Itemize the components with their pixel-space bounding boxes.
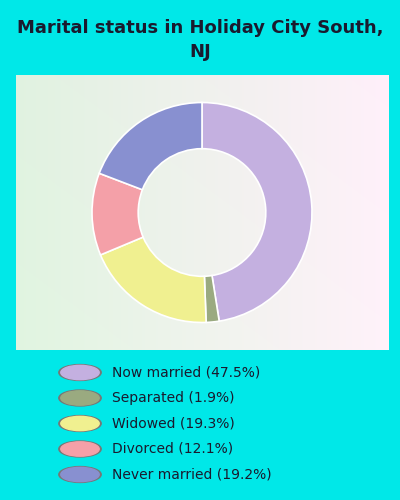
Wedge shape <box>204 276 219 322</box>
Circle shape <box>59 441 101 457</box>
Wedge shape <box>99 102 202 190</box>
Wedge shape <box>100 237 206 322</box>
Circle shape <box>61 468 99 481</box>
Circle shape <box>59 466 101 482</box>
Wedge shape <box>202 102 312 321</box>
Text: Divorced (12.1%): Divorced (12.1%) <box>112 442 233 456</box>
Circle shape <box>61 416 99 430</box>
Text: Separated (1.9%): Separated (1.9%) <box>112 391 234 405</box>
Text: Never married (19.2%): Never married (19.2%) <box>112 468 272 481</box>
Text: Marital status in Holiday City South,
NJ: Marital status in Holiday City South, NJ <box>17 19 383 61</box>
Circle shape <box>59 390 101 406</box>
Circle shape <box>59 416 101 432</box>
Circle shape <box>59 364 101 380</box>
Wedge shape <box>92 174 143 255</box>
Text: Widowed (19.3%): Widowed (19.3%) <box>112 416 235 430</box>
Text: Now married (47.5%): Now married (47.5%) <box>112 366 260 380</box>
Circle shape <box>61 391 99 405</box>
Circle shape <box>61 366 99 380</box>
Circle shape <box>61 442 99 456</box>
